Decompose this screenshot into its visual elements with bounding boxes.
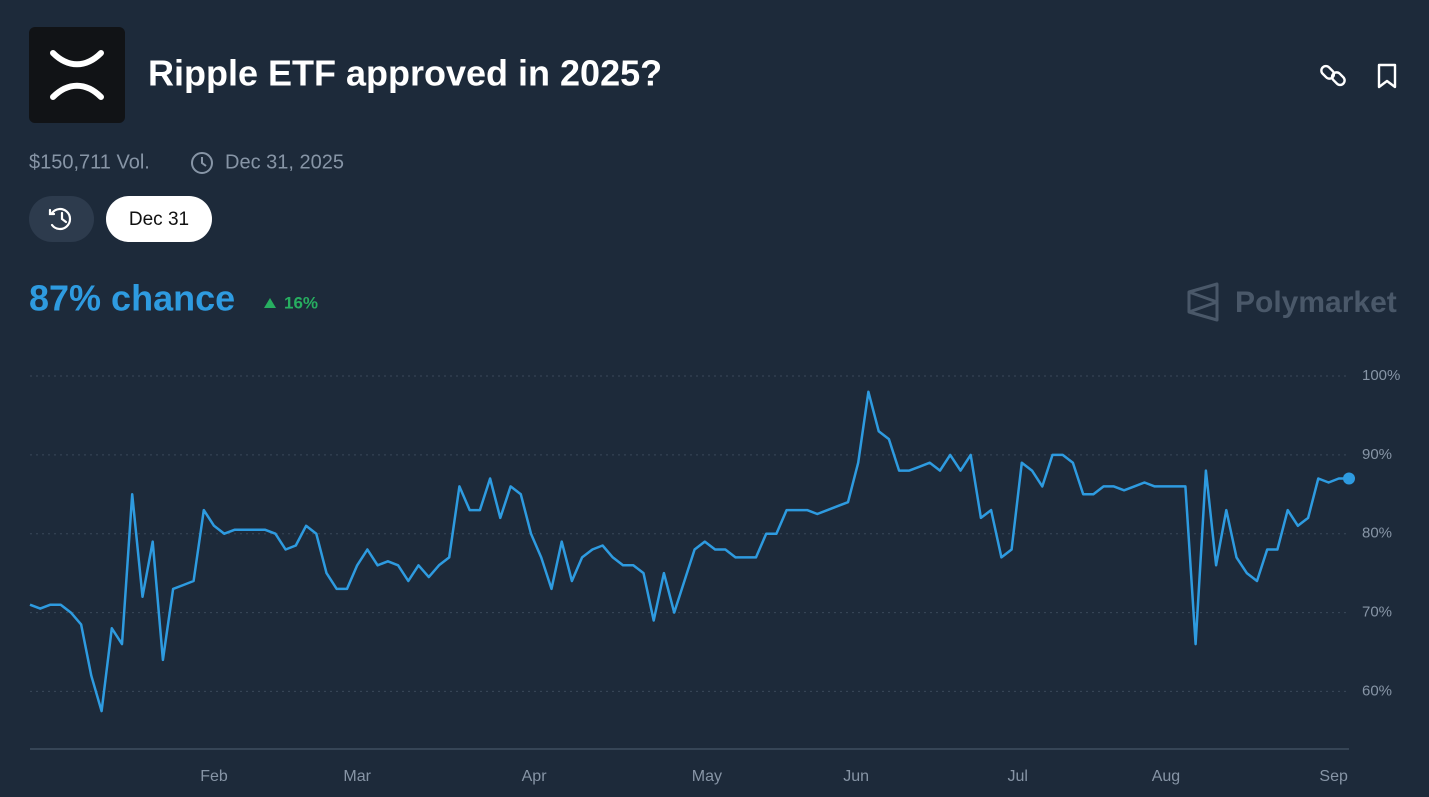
date-button-label: Dec 31 bbox=[129, 209, 189, 230]
brand-logo bbox=[1187, 282, 1219, 322]
y-tick-label: 90% bbox=[1362, 446, 1392, 463]
x-tick-label: Feb bbox=[200, 768, 228, 785]
bookmark-button[interactable] bbox=[1377, 63, 1397, 89]
volume: $150,711 Vol. bbox=[29, 151, 150, 173]
history-icon bbox=[48, 207, 72, 231]
y-tick-label: 70% bbox=[1362, 604, 1392, 621]
end-date: Dec 31, 2025 bbox=[225, 151, 344, 173]
x-tick-label: Mar bbox=[343, 768, 371, 785]
x-tick-label: Jul bbox=[1007, 768, 1027, 785]
y-tick-label: 100% bbox=[1362, 367, 1400, 384]
chart: 60% 70% 80% 90% 100% Feb Mar Apr May Jun Jul Aug Sep bbox=[29, 367, 1400, 785]
change: 16% bbox=[284, 293, 318, 312]
clock-icon bbox=[191, 152, 213, 174]
x-tick-label: Jun bbox=[843, 768, 869, 785]
link-button[interactable] bbox=[1320, 64, 1347, 87]
x-tick-label: Apr bbox=[522, 768, 548, 785]
chance: 87% chance bbox=[29, 278, 235, 319]
market-logo bbox=[29, 27, 125, 123]
brand: Polymarket bbox=[1235, 286, 1397, 319]
date-button[interactable] bbox=[106, 196, 212, 242]
x-tick-label: Aug bbox=[1152, 768, 1180, 785]
last-point bbox=[1343, 472, 1355, 485]
logo-x bbox=[50, 50, 104, 100]
market-title: Ripple ETF approved in 2025? bbox=[148, 53, 662, 94]
y-tick-label: 60% bbox=[1362, 682, 1392, 699]
x-tick-label: May bbox=[692, 768, 722, 785]
price-line bbox=[29, 390, 1349, 713]
x-tick-label: Sep bbox=[1319, 768, 1348, 785]
y-tick-label: 80% bbox=[1362, 525, 1392, 542]
change-arrow bbox=[264, 298, 276, 308]
